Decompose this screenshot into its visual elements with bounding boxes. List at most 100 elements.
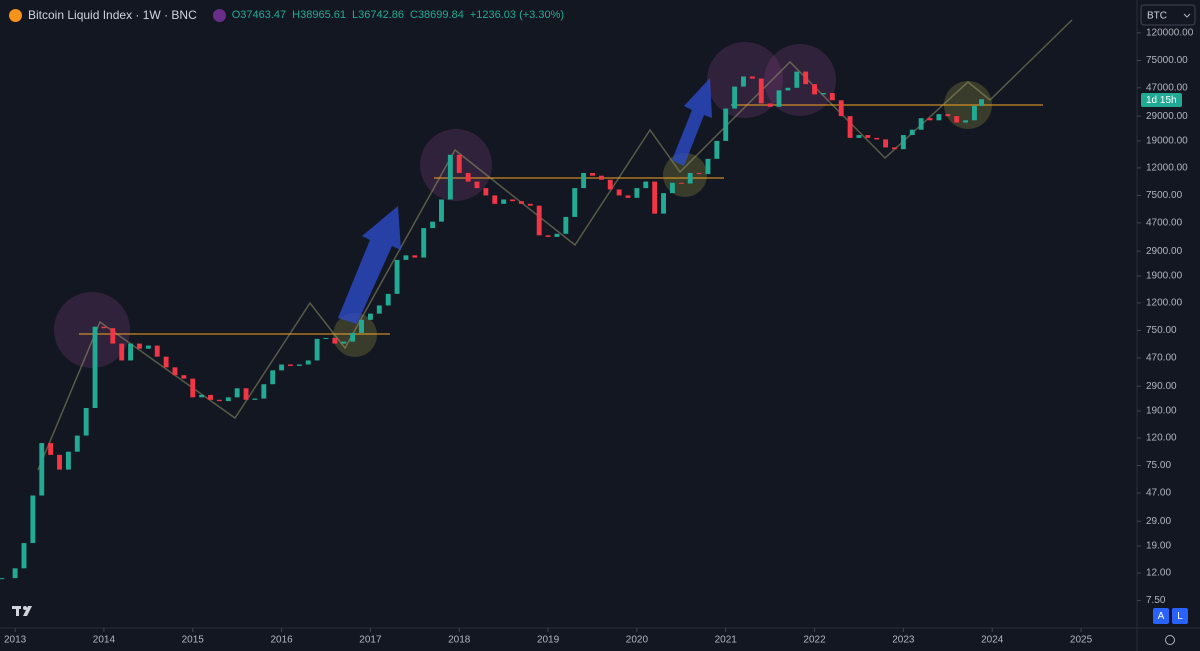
arrow xyxy=(338,206,401,324)
candle xyxy=(199,394,205,398)
candle xyxy=(767,103,773,107)
y-tick-label: 7.50 xyxy=(1146,595,1166,606)
candle xyxy=(341,341,347,344)
candle xyxy=(536,205,542,236)
y-tick-label: 12000.00 xyxy=(1146,163,1188,174)
candle xyxy=(838,100,844,117)
settings-icon[interactable] xyxy=(1165,635,1175,645)
candle xyxy=(421,228,427,258)
x-tick-label: 2025 xyxy=(1070,635,1093,646)
button-label[interactable]: L xyxy=(1177,611,1183,622)
candle xyxy=(305,360,311,365)
y-tick-label: 19.00 xyxy=(1146,541,1171,552)
candle xyxy=(661,193,666,214)
candle xyxy=(74,435,80,452)
candle xyxy=(48,443,54,455)
candle xyxy=(563,216,569,234)
candle xyxy=(439,199,444,222)
x-tick-label: 2018 xyxy=(448,635,471,646)
button-label[interactable]: A xyxy=(1158,611,1165,622)
candle xyxy=(359,319,364,333)
candle xyxy=(403,255,409,260)
candle xyxy=(732,86,738,109)
candle xyxy=(590,172,595,176)
candle xyxy=(30,495,36,544)
candle xyxy=(687,172,693,184)
candle xyxy=(883,139,889,148)
candle xyxy=(145,345,151,349)
candle xyxy=(900,135,906,150)
candle xyxy=(483,188,489,196)
candle xyxy=(625,195,631,198)
candle xyxy=(12,568,18,579)
candle xyxy=(252,398,258,400)
plot-area xyxy=(0,71,984,580)
candle xyxy=(554,233,560,237)
highlight-circle xyxy=(54,292,130,368)
dropdown-icon xyxy=(1183,13,1191,18)
candle xyxy=(367,313,373,320)
y-tick-label: 75.00 xyxy=(1146,460,1171,471)
candle xyxy=(492,195,498,204)
y-tick-label: 47000.00 xyxy=(1146,82,1188,93)
x-tick-label: 2014 xyxy=(93,635,116,646)
y-tick-label: 2900.00 xyxy=(1146,246,1183,257)
candle xyxy=(749,76,755,79)
x-tick-label: 2016 xyxy=(270,635,293,646)
y-tick-label: 29000.00 xyxy=(1146,111,1188,122)
log-scale-button[interactable] xyxy=(1172,608,1188,624)
candle xyxy=(225,397,231,402)
candle xyxy=(83,408,89,436)
candle xyxy=(385,293,391,306)
y-tick-label: 29.00 xyxy=(1146,516,1171,527)
ohlc-close: C38699.84 xyxy=(410,9,464,21)
candle xyxy=(208,394,213,400)
highlight-circle xyxy=(420,129,492,201)
zigzag-path xyxy=(37,19,1073,471)
y-tick-label: 1900.00 xyxy=(1146,271,1183,282)
candle xyxy=(243,388,249,400)
logo xyxy=(12,606,32,616)
y-tick-label: 19000.00 xyxy=(1146,136,1188,147)
candle xyxy=(856,135,862,138)
y-tick-label: 75000.00 xyxy=(1146,55,1188,66)
candle xyxy=(972,105,977,121)
candle xyxy=(545,235,551,237)
symbol-button-label[interactable]: BTC xyxy=(1147,11,1167,22)
chart-title: Bitcoin Liquid Index · 1W · BNC xyxy=(28,8,197,22)
auto-scale-button[interactable] xyxy=(1153,608,1169,624)
candle xyxy=(963,120,969,123)
x-tick-label: 2013 xyxy=(4,635,27,646)
candle xyxy=(945,114,951,117)
candle xyxy=(616,189,622,196)
candle xyxy=(776,90,782,107)
y-tick-label: 190.00 xyxy=(1146,406,1177,417)
candle xyxy=(332,337,338,344)
y-tick-label: 290.00 xyxy=(1146,381,1177,392)
symbol-button[interactable] xyxy=(1140,4,1196,26)
candle xyxy=(785,87,791,91)
candle xyxy=(216,399,222,402)
candle xyxy=(936,114,942,121)
candle xyxy=(21,543,27,569)
drawings xyxy=(37,19,1073,471)
candle xyxy=(261,384,267,399)
y-tick-label: 7500.00 xyxy=(1146,190,1183,201)
candle xyxy=(572,188,578,217)
candle xyxy=(350,332,356,342)
candle xyxy=(501,199,507,204)
candle xyxy=(234,388,240,398)
candle xyxy=(57,454,62,470)
candle xyxy=(979,99,984,106)
candle xyxy=(119,343,125,361)
candle xyxy=(518,201,524,204)
legend-header: Bitcoin Liquid Index · 1W · BNC O37463.4… xyxy=(9,8,564,22)
candle xyxy=(634,188,640,198)
candle xyxy=(847,116,853,138)
candle xyxy=(128,343,134,361)
candle xyxy=(376,305,382,314)
candle xyxy=(820,93,826,95)
symbol-icon xyxy=(9,8,22,22)
